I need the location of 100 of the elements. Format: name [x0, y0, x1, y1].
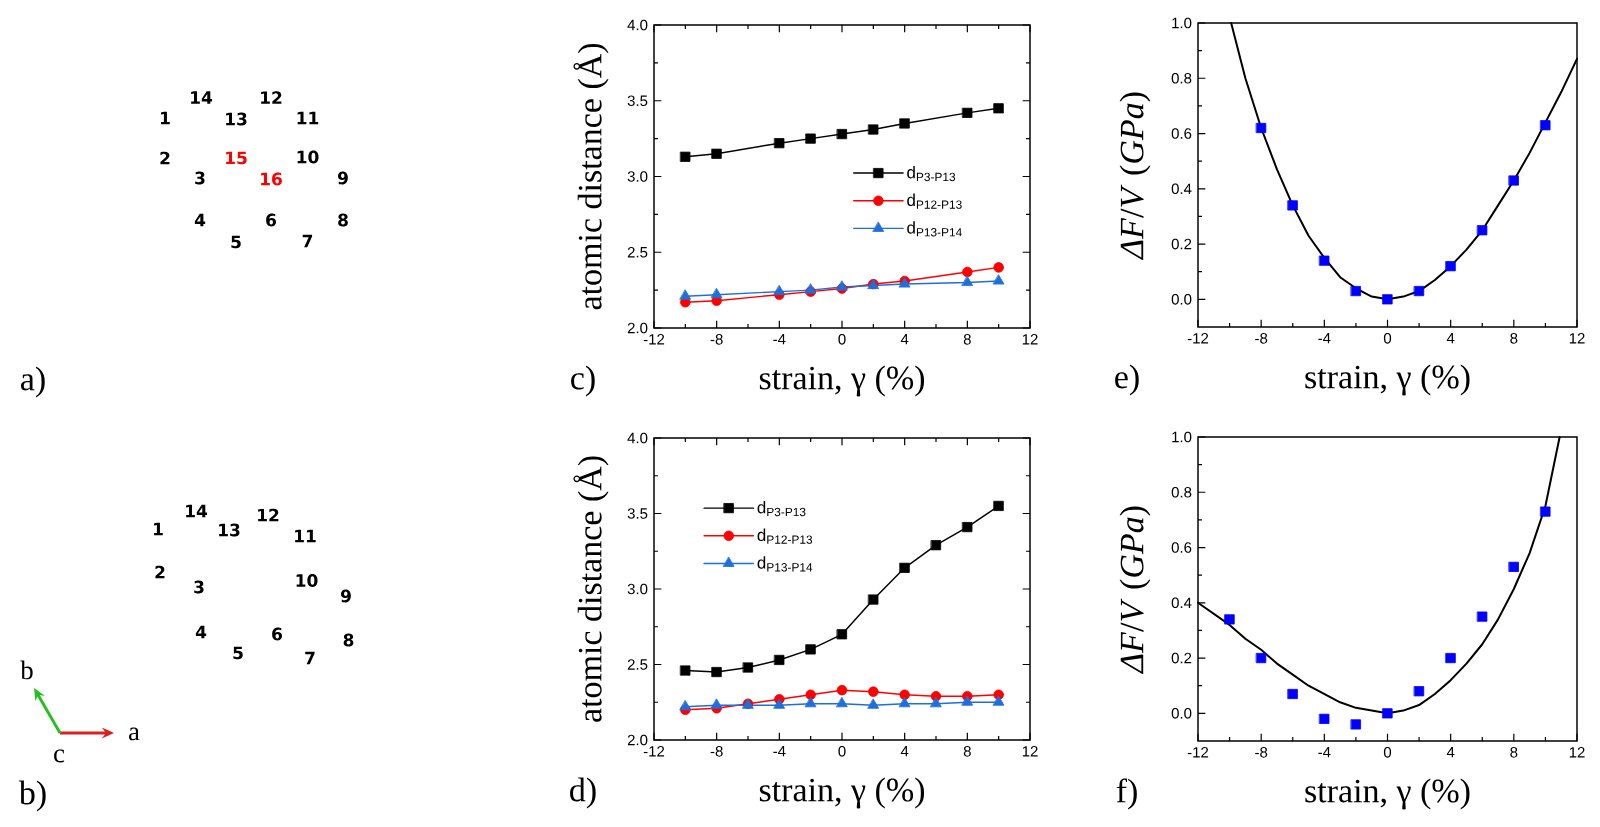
- text: 11: [297, 111, 319, 125]
- text: b): [18, 780, 46, 812]
- x-tick-label: -12: [1187, 333, 1209, 344]
- x-tick-label: -12: [643, 746, 665, 757]
- x-tick-label: -4: [1318, 747, 1331, 758]
- x-tick-label: 0: [1383, 333, 1392, 344]
- y-tick-label: 0.0: [1171, 294, 1192, 305]
- text: b: [20, 660, 33, 680]
- x-tick-label: 8: [1510, 747, 1518, 758]
- text: a): [20, 366, 45, 398]
- legend-label: d$_{P13-P14}$: [757, 556, 813, 572]
- x-axis-title: strain, γ (%): [759, 777, 925, 809]
- x-tick-label: -8: [1255, 333, 1268, 344]
- x-tick-label: 8: [963, 746, 971, 757]
- x-tick-label: 12: [1022, 334, 1038, 345]
- text: 16: [261, 172, 282, 186]
- y-tick-label: 0.4: [1171, 183, 1192, 195]
- x-tick-label: -4: [773, 746, 786, 757]
- text: 14: [191, 91, 213, 104]
- text: 3: [194, 580, 204, 594]
- legend-label: d$_{P3-P13}$: [757, 500, 806, 517]
- x-tick-label: 0: [838, 746, 846, 757]
- y-tick-label: 0.2: [1171, 238, 1192, 250]
- text: d): [570, 777, 596, 809]
- legend-label: d$_{P3-P13}$: [907, 165, 956, 182]
- text: 4: [195, 625, 207, 639]
- x-tick-label: -8: [710, 334, 723, 345]
- x-tick-label: 8: [963, 334, 971, 345]
- y-tick-label: 3.0: [627, 171, 648, 182]
- text: a: [129, 727, 140, 741]
- text: 6: [266, 213, 277, 227]
- y-tick-label: 3.0: [627, 583, 648, 595]
- y-axis-title: atomic distance (Å): [573, 456, 609, 722]
- text: 2: [160, 151, 170, 165]
- text: 4: [194, 213, 206, 227]
- x-tick-label: 0: [1383, 747, 1392, 758]
- y-tick-label: 0.8: [1171, 72, 1192, 84]
- x-axis-title: strain, γ (%): [759, 365, 925, 397]
- y-tick-label: 0.8: [1171, 486, 1192, 498]
- y-tick-label: 2.5: [627, 246, 648, 258]
- x-tick-label: -8: [710, 746, 723, 757]
- x-tick-label: 12: [1569, 333, 1585, 344]
- x-tick-label: -12: [1187, 747, 1209, 758]
- text: 8: [338, 213, 348, 227]
- y-tick-label: 0.2: [1171, 652, 1192, 664]
- y-tick-label: 4.0: [627, 432, 648, 444]
- legend-label: d$_{P13-P14}$: [907, 221, 962, 237]
- text: 7: [302, 234, 313, 248]
- y-tick-label: 1.0: [1172, 17, 1192, 29]
- x-tick-label: 12: [1022, 746, 1038, 757]
- text: 14: [186, 504, 208, 518]
- text: 5: [233, 646, 243, 660]
- y-axis-title: atomic distance (Å): [573, 43, 609, 310]
- x-tick-label: 4: [1446, 333, 1455, 344]
- text: 13: [219, 523, 240, 537]
- x-tick-label: -8: [1255, 747, 1268, 758]
- x-tick-label: 0: [838, 334, 846, 345]
- text: 2: [155, 565, 165, 579]
- text: c: [54, 749, 65, 763]
- legend-label: d$_{P12-P13}$: [907, 193, 962, 209]
- text: 10: [297, 150, 319, 164]
- x-tick-label: 4: [900, 746, 909, 757]
- x-tick-label: -4: [773, 334, 786, 345]
- text: 10: [296, 574, 318, 587]
- text: 3: [195, 171, 205, 185]
- text: c): [571, 365, 595, 397]
- y-tick-label: 0.6: [1171, 128, 1192, 139]
- text: 7: [305, 651, 315, 665]
- x-axis-title: strain, γ (%): [1305, 364, 1470, 396]
- x-tick-label: 4: [900, 334, 909, 345]
- text: 8: [343, 633, 354, 647]
- text: 9: [340, 589, 351, 603]
- text: 1: [161, 111, 170, 125]
- x-tick-label: 4: [1446, 747, 1455, 758]
- text: 13: [226, 112, 247, 126]
- y-tick-label: 3.5: [627, 95, 648, 107]
- y-tick-label: 2.0: [627, 734, 648, 746]
- text: f): [1116, 778, 1137, 810]
- text: 1: [154, 522, 163, 536]
- y-tick-label: 4.0: [627, 19, 648, 31]
- x-tick-label: -4: [1318, 333, 1331, 344]
- y-tick-label: 0.4: [1171, 597, 1192, 609]
- text: e): [1115, 364, 1139, 396]
- text: 12: [258, 508, 279, 522]
- y-tick-label: 1.0: [1172, 431, 1192, 443]
- text: 12: [261, 91, 282, 104]
- text: 6: [272, 627, 283, 641]
- text: 9: [337, 171, 348, 185]
- y-tick-label: 0.6: [1171, 542, 1192, 553]
- y-tick-label: 0.0: [1171, 708, 1192, 719]
- y-axis-title: ΔF/V (GPa): [1119, 92, 1151, 261]
- text: 5: [231, 235, 241, 249]
- x-tick-label: 12: [1569, 747, 1585, 758]
- x-tick-label: 8: [1510, 333, 1518, 344]
- legend-label: d$_{P12-P13}$: [757, 528, 813, 544]
- y-tick-label: 2.0: [627, 322, 648, 334]
- x-tick-label: -12: [643, 334, 665, 345]
- text: 15: [226, 151, 247, 165]
- text: 11: [295, 529, 316, 543]
- y-tick-label: 3.5: [627, 508, 648, 519]
